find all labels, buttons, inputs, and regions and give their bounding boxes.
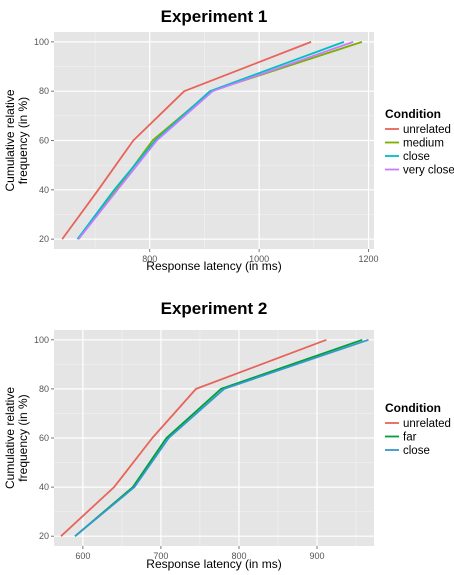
y-tick-label: 60: [39, 433, 49, 443]
chart-1: Experiment 1 800 1000 1200 20 40 60 80 100 Respon…: [3, 7, 454, 273]
legend-label: unrelated: [403, 418, 451, 430]
legend-title: Condition: [385, 107, 441, 121]
y-tick-label: 80: [39, 86, 49, 96]
axes: 800 1000 1200 20 40 60 80 100: [34, 37, 379, 264]
x-tick-label: 800: [231, 551, 246, 561]
series-line-unrelated: [60, 338, 327, 537]
x-axis-title: Response latency (in ms): [146, 259, 281, 273]
legend-label: unrelated: [403, 124, 451, 136]
gridlines: [54, 330, 374, 546]
x-tick-label: 1000: [249, 254, 269, 264]
y-axis-title-line: frequency (in %): [16, 394, 30, 481]
y-tick-label: 100: [34, 335, 49, 345]
y-axis-title-line: Cumulative relative: [3, 387, 17, 489]
series-line-very-close: [77, 41, 354, 240]
y-tick-label: 40: [39, 185, 49, 195]
chart-title: Experiment 1: [161, 7, 268, 26]
series-lines: [61, 41, 363, 240]
y-axis-title-line: frequency (in %): [16, 97, 30, 184]
x-tick-label: 700: [153, 551, 168, 561]
legend-title: Condition: [385, 401, 441, 415]
x-tick-label: 600: [75, 551, 90, 561]
y-tick-label: 100: [34, 37, 49, 47]
legend-label: close: [403, 151, 430, 163]
chart-2: Experiment 2 600 700 800 900 20 40 60 80 100 Respo…: [3, 299, 451, 571]
axes: 600 700 800 900 20 40 60 80 100: [34, 335, 325, 561]
legend-label: very close: [403, 165, 454, 177]
y-axis-title: Cumulative relativefrequency (in %): [3, 89, 30, 191]
series-line-close: [76, 41, 345, 240]
legend-label: close: [403, 445, 430, 457]
series-lines: [60, 338, 369, 537]
y-tick-label: 40: [39, 482, 49, 492]
chart-title: Experiment 2: [161, 299, 268, 318]
x-tick-label: 800: [142, 254, 157, 264]
series-line-unrelated: [61, 41, 312, 240]
y-axis-title-line: Cumulative relative: [3, 89, 17, 191]
y-tick-label: 20: [39, 234, 49, 244]
y-axis-title: Cumulative relativefrequency (in %): [3, 387, 30, 489]
y-tick-label: 60: [39, 136, 49, 146]
y-tick-label: 20: [39, 531, 49, 541]
series-line-close: [74, 338, 369, 537]
x-axis-title: Response latency (in ms): [146, 557, 281, 571]
legend-label: far: [403, 432, 417, 444]
x-tick-label: 900: [310, 551, 325, 561]
legend-label: medium: [403, 138, 444, 150]
y-tick-label: 80: [39, 384, 49, 394]
x-tick-label: 1200: [359, 254, 379, 264]
